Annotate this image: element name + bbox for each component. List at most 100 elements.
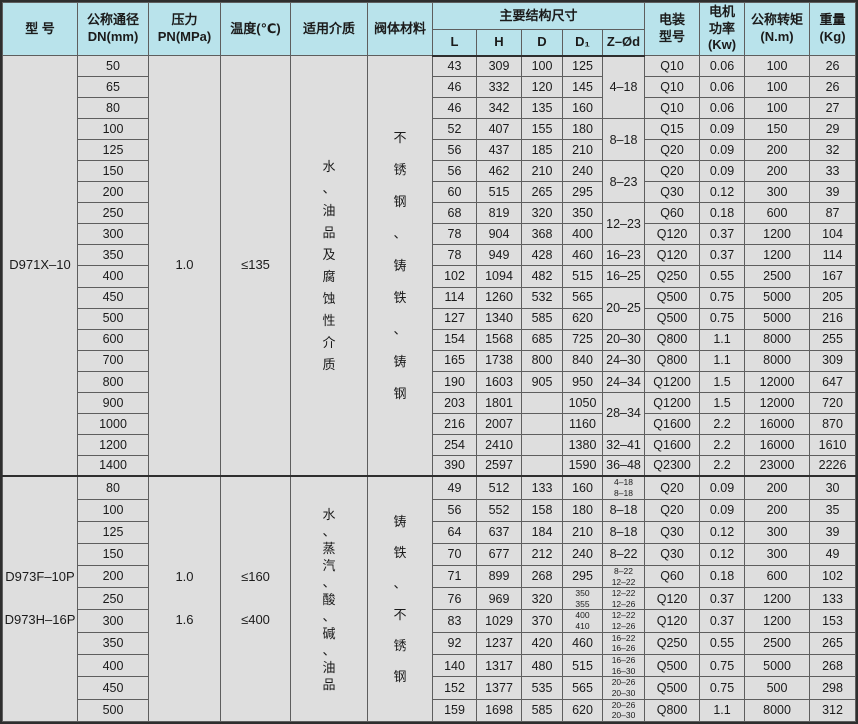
dn-cell: 50 [77, 54, 149, 78]
torque-cell: 5000 [744, 654, 811, 678]
torque-cell: 150 [744, 118, 811, 141]
power-cell: 0.18 [699, 564, 746, 589]
torque-cell: 12000 [744, 391, 811, 414]
pressure-cell: 1.0 [148, 55, 221, 477]
dn-cell: 350 [77, 631, 149, 656]
dn-cell: 450 [77, 286, 149, 309]
torque-cell: 600 [744, 202, 811, 225]
torque-cell: 200 [744, 498, 811, 522]
weight-cell: 29 [809, 118, 857, 141]
dim-h-cell: 1801 [476, 391, 522, 414]
dim-h-cell: 1568 [476, 328, 522, 351]
dn-cell: 1000 [77, 412, 149, 435]
dim-l-cell: 52 [432, 118, 477, 141]
actuator-cell: Q1600 [644, 412, 701, 435]
dim-d1-cell: 180 [562, 118, 603, 141]
torque-cell: 300 [744, 520, 811, 544]
power-cell: 1.1 [699, 698, 746, 723]
dim-d-cell: 428 [521, 244, 563, 267]
dim-d1-cell: 295 [562, 181, 603, 204]
dim-h-cell: 2410 [476, 433, 522, 456]
pn-header: 压力 PN(MPa) [148, 2, 221, 56]
dim-l-cell: 46 [432, 97, 477, 120]
table-row: 65 46 332 120 145 Q10 0.06 100 26 [3, 76, 857, 99]
zod-cell: 4–18 8–18 [601, 475, 646, 500]
dim-l-cell: 60 [432, 181, 477, 204]
weight-cell: 216 [809, 307, 857, 330]
dim-d1-cell: 160 [562, 97, 603, 120]
weight-header: 重量 (Kg) [809, 2, 857, 56]
dim-h-cell: 1603 [476, 370, 522, 393]
power-cell: 0.55 [699, 265, 746, 288]
dim-l-cell: 56 [432, 160, 477, 183]
table-row: 250 76 969 320 350 355 12–22 12–26 Q120 0.37 120… [3, 587, 857, 611]
zod-cell: 16–22 16–26 [601, 631, 646, 656]
dim-h-cell: 949 [476, 244, 522, 267]
table-row: 300 83 1029 370 400 410 12–22 12–26 Q120 0.37 12… [3, 609, 857, 633]
actuator-cell: Q120 [644, 244, 701, 267]
dn-cell: 700 [77, 349, 149, 372]
dim-l-cell: 154 [432, 328, 477, 351]
table-row: 200 71 899 268 295 8–22 12–22 Q60 0.18 600 102 [3, 564, 857, 589]
table-row: 900 203 1801 1050 28–34 Q1200 1.5 12000 720 [3, 391, 857, 435]
dim-h-cell: 1029 [476, 609, 522, 633]
power-cell: 0.75 [699, 307, 746, 330]
dim-h-cell: 969 [476, 587, 522, 611]
dim-d-cell: 212 [521, 542, 563, 566]
actuator-cell: Q10 [644, 54, 701, 78]
dn-cell: 300 [77, 223, 149, 246]
weight-cell: 26 [809, 54, 857, 78]
actuator-cell: Q800 [644, 349, 701, 372]
dn-cell: 65 [77, 76, 149, 99]
weight-cell: 30 [809, 475, 857, 500]
weight-cell: 312 [809, 698, 857, 723]
dim-d1-cell: 125 [562, 54, 603, 78]
dim-l-cell: 190 [432, 370, 477, 393]
zod-cell: 24–34 [601, 370, 646, 393]
dim-d1-cell: 460 [562, 244, 603, 267]
zod-cell: 8–18 [601, 118, 646, 162]
dim-l-cell: 76 [432, 587, 477, 611]
zod-cell: 12–22 12–26 [601, 587, 646, 611]
dim-d-cell [521, 412, 563, 435]
weight-cell: 205 [809, 286, 857, 309]
weight-cell: 33 [809, 160, 857, 183]
table-row: 250 68 819 320 350 12–23 Q60 0.18 600 87 [3, 202, 857, 246]
dim-h-cell: 1317 [476, 654, 522, 678]
actuator-cell: Q20 [644, 498, 701, 522]
dn-cell: 400 [77, 654, 149, 678]
dim-d1-cell: 295 [562, 564, 603, 589]
power-cell: 0.09 [699, 118, 746, 141]
dim-d-cell: 133 [521, 475, 563, 500]
torque-cell: 2500 [744, 265, 811, 288]
zod-cell: 8–18 [601, 498, 646, 522]
dim-l-cell: 68 [432, 202, 477, 225]
zod-cell: 8–18 [601, 520, 646, 544]
weight-cell: 102 [809, 564, 857, 589]
dim-l-cell: 56 [432, 498, 477, 522]
actuator-cell: Q30 [644, 520, 701, 544]
power-cell: 0.09 [699, 475, 746, 500]
dim-h-cell: 637 [476, 520, 522, 544]
torque-cell: 5000 [744, 286, 811, 309]
table-row: 1000 216 2007 1160 Q1600 2.2 16000 870 [3, 412, 857, 435]
torque-cell: 600 [744, 564, 811, 589]
dim-d1-cell: 840 [562, 349, 603, 372]
zod-cell: 20–26 20–30 [601, 698, 646, 723]
dim-d-cell: 184 [521, 520, 563, 544]
dim-zod-header: Z–Ød [601, 29, 646, 57]
dim-l-cell: 56 [432, 139, 477, 162]
actuator-cell: Q1600 [644, 433, 701, 456]
weight-cell: 268 [809, 654, 857, 678]
power-cell: 0.75 [699, 654, 746, 678]
dim-d-cell: 135 [521, 97, 563, 120]
dim-d-cell: 320 [521, 587, 563, 611]
zod-cell: 20–25 [601, 286, 646, 330]
dn-cell: 200 [77, 564, 149, 589]
weight-cell: 255 [809, 328, 857, 351]
actuator-cell: Q120 [644, 223, 701, 246]
dim-l-cell: 92 [432, 631, 477, 656]
torque-cell: 12000 [744, 370, 811, 393]
dn-cell: 1200 [77, 433, 149, 456]
dim-h-cell: 552 [476, 498, 522, 522]
